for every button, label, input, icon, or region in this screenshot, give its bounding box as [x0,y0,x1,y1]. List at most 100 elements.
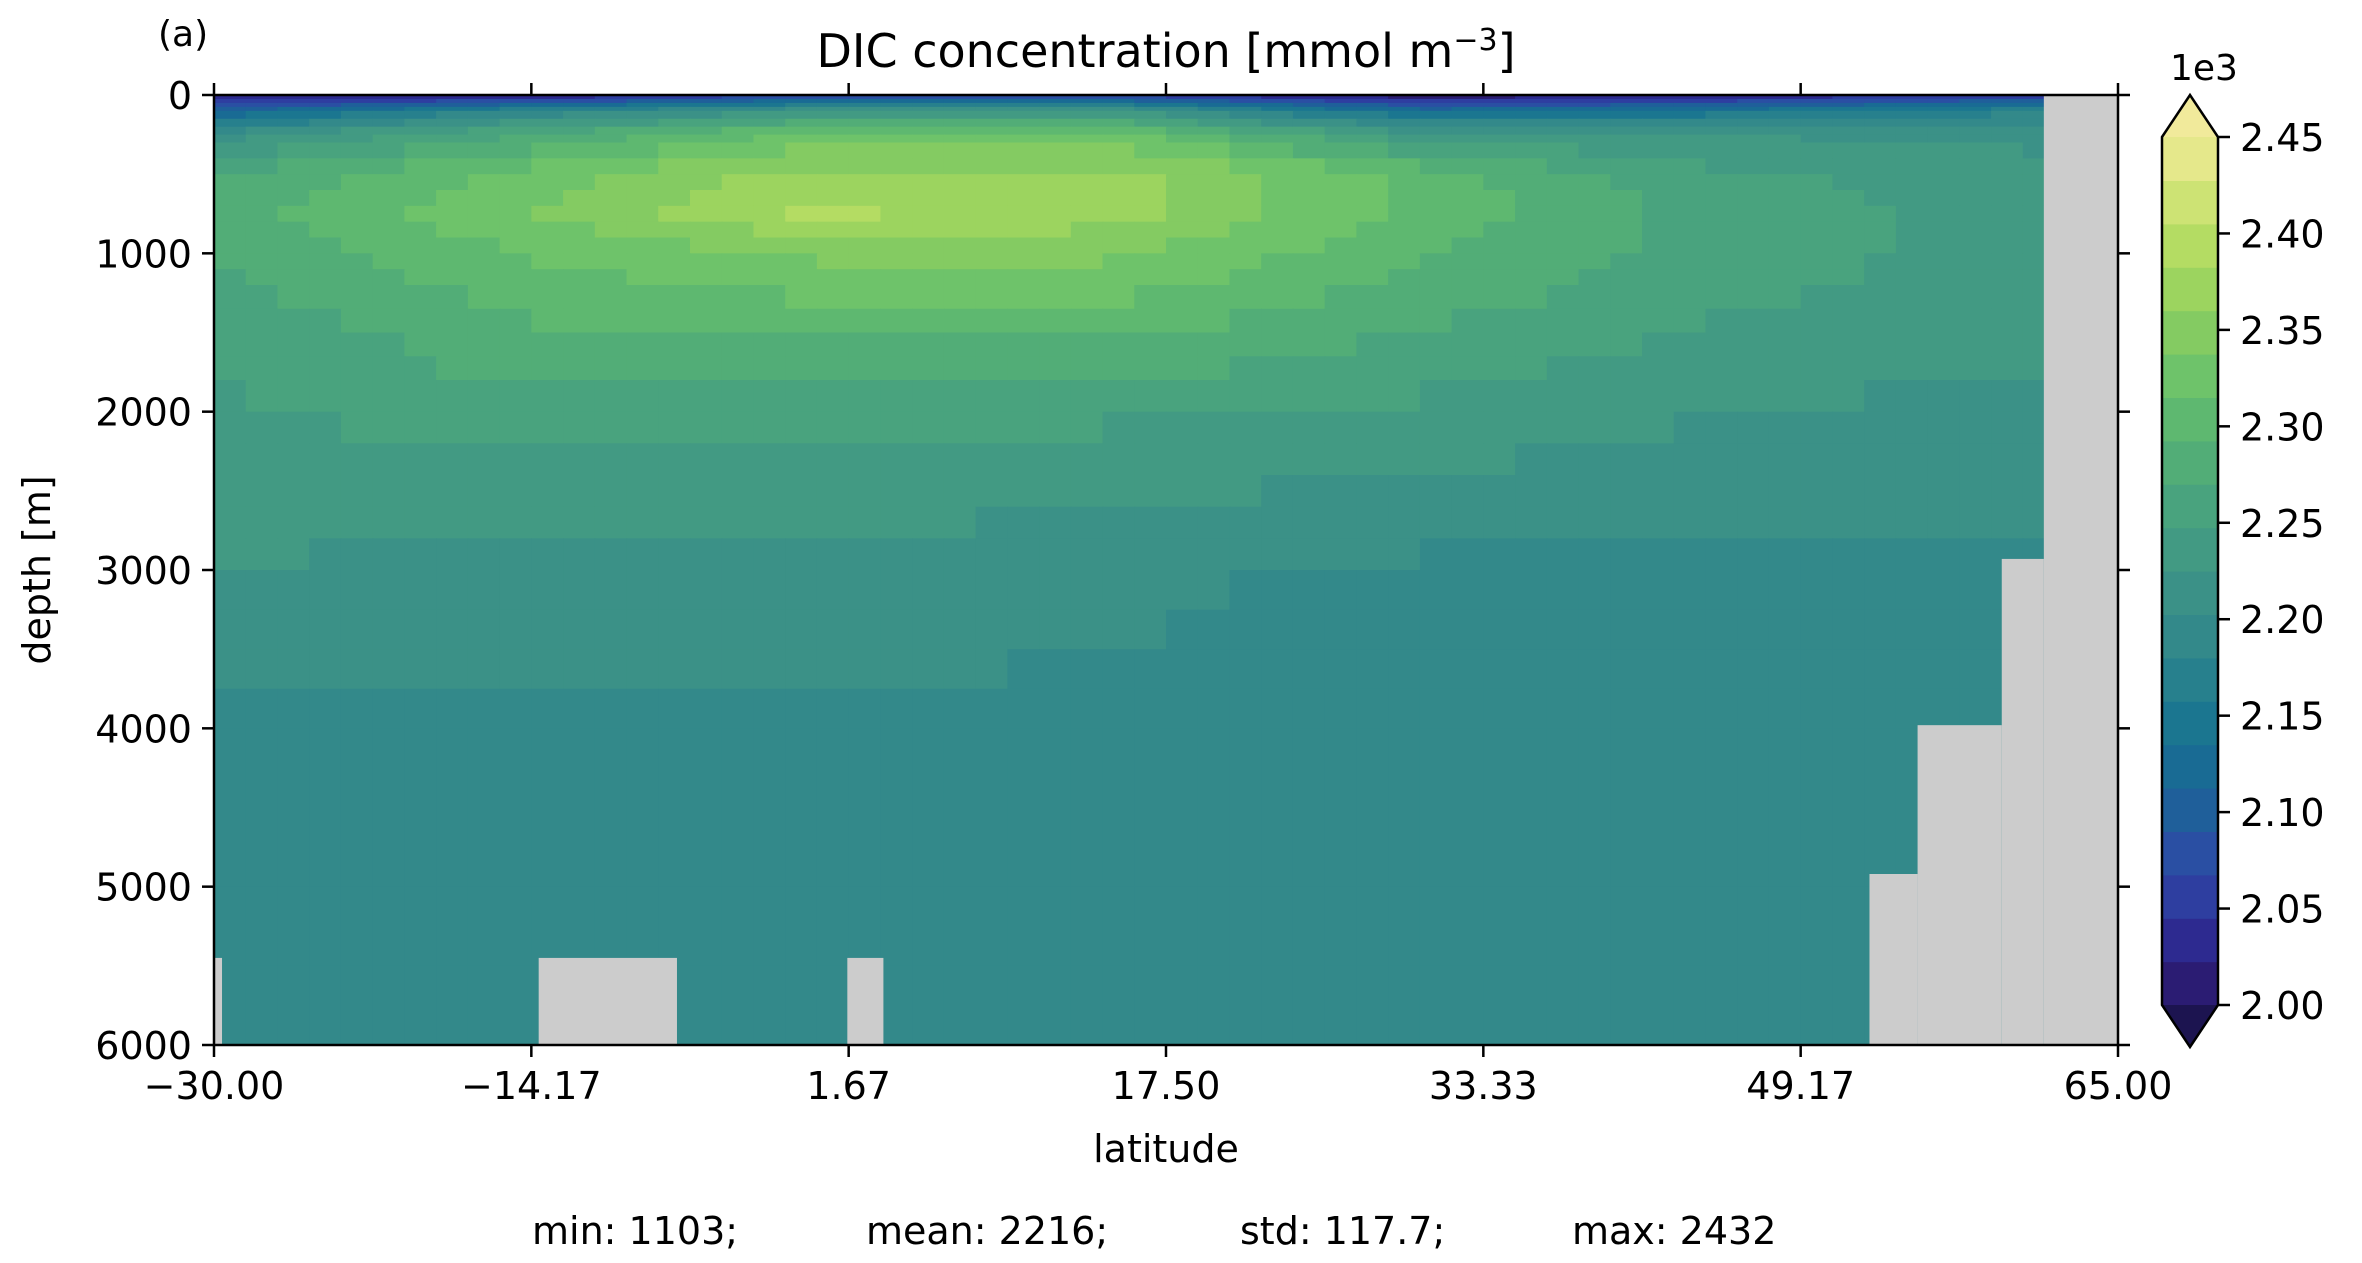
heatmap-cell [1261,609,1294,650]
heatmap-cell [1895,102,1929,108]
heatmap-cell [563,95,596,100]
heatmap-cell [1515,570,1548,611]
heatmap-cell [436,158,469,175]
heatmap-cell [690,649,723,690]
colorbar-segment [2162,874,2218,919]
heatmap-cell [1546,190,1580,207]
heatmap-cell [912,126,945,136]
heatmap-cell [1197,269,1231,286]
heatmap-cell [1705,98,1738,104]
heatmap-cell [1134,174,1167,191]
heatmap-cell [785,106,818,112]
heatmap-cell [1166,158,1199,175]
heatmap-cell [563,538,596,571]
heatmap-cell [816,190,850,207]
colorbar-segment [2162,614,2218,659]
heatmap-cell [880,95,913,100]
heatmap-cell [372,807,406,888]
heatmap-cell [1642,728,1675,809]
heatmap-cell [816,134,850,144]
heatmap-cell [277,142,310,160]
heatmap-cell [372,253,406,270]
heatmap-cell [912,886,945,967]
heatmap-cell [1800,98,1834,104]
heatmap-cell [309,609,342,650]
heatmap-cell [721,538,755,571]
heatmap-cell [309,142,342,160]
heatmap-cell [1578,807,1612,888]
heatmap-cell [1007,356,1040,381]
heatmap-cell [1642,142,1675,160]
heatmap-cell [1451,443,1485,476]
heatmap-cell [626,285,660,310]
heatmap-cell [245,269,279,286]
heatmap-cell [340,110,374,120]
heatmap-cell [531,205,564,223]
heatmap-cell [785,237,818,255]
heatmap-cell [245,380,279,413]
heatmap-cell [1197,411,1231,445]
heatmap-cell [975,253,1009,270]
heatmap-cell [1546,134,1580,144]
heatmap-cell [1768,142,1802,160]
heatmap-cell [658,205,691,223]
heatmap-cell [1197,308,1231,334]
heatmap-cell [753,269,786,286]
heatmap-cell [1673,95,1707,100]
heatmap-cell [467,380,501,413]
heatmap-cell [1705,110,1738,120]
heatmap-cell [245,190,279,207]
heatmap-cell [626,649,660,690]
heatmap-cell [1578,411,1612,445]
heatmap-cell [1642,443,1675,476]
heatmap-cell [245,308,279,334]
heatmap-cell [658,174,691,191]
heatmap-cell [309,506,342,540]
heatmap-cell [214,538,247,571]
heatmap-cell [467,237,501,255]
heatmap-cell [1229,118,1262,128]
heatmap-cell [563,609,596,650]
heatmap-cell [309,190,342,207]
heatmap-cell [467,443,501,476]
heatmap-cell [1197,285,1231,310]
heatmap-cell [436,332,469,358]
heatmap-cell [245,134,279,144]
heatmap-cell [1610,269,1643,286]
heatmap-cell [1007,110,1040,120]
heatmap-cell [1546,570,1580,611]
heatmap-cell [1451,142,1485,160]
heatmap-cell [340,253,374,270]
heatmap-cell [1356,205,1389,223]
heatmap-cell [1166,538,1199,571]
heatmap-cell [277,95,310,100]
heatmap-cell [1800,269,1834,286]
heatmap-cell [1292,538,1326,571]
heatmap-cell [1673,688,1707,730]
heatmap-cell [1261,158,1294,175]
heatmap-cell [848,102,882,108]
heatmap-cell [1864,570,1897,611]
heatmap-cell [1229,174,1262,191]
heatmap-cell [1261,285,1294,310]
heatmap-cell [1261,356,1294,381]
heatmap-cell [880,190,913,207]
heatmap-cell [658,237,691,255]
heatmap-cell [1673,728,1707,809]
colorbar-segment [2162,180,2218,225]
heatmap-cell [1673,380,1707,413]
heatmap-cell [531,649,564,690]
heatmap-cell [467,221,501,239]
heatmap-cell [1483,174,1516,191]
heatmap-cell [975,380,1009,413]
heatmap-cell [1388,807,1421,888]
heatmap-cell [1292,688,1326,730]
heatmap-cell [1039,570,1072,611]
heatmap-cell [1832,506,1865,540]
heatmap-cell [753,106,786,112]
heatmap-cell [404,609,437,650]
heatmap-cell [1292,158,1326,175]
heatmap-cell [1991,269,2024,286]
heatmap-cell [1007,205,1040,223]
heatmap-cell [721,134,755,144]
